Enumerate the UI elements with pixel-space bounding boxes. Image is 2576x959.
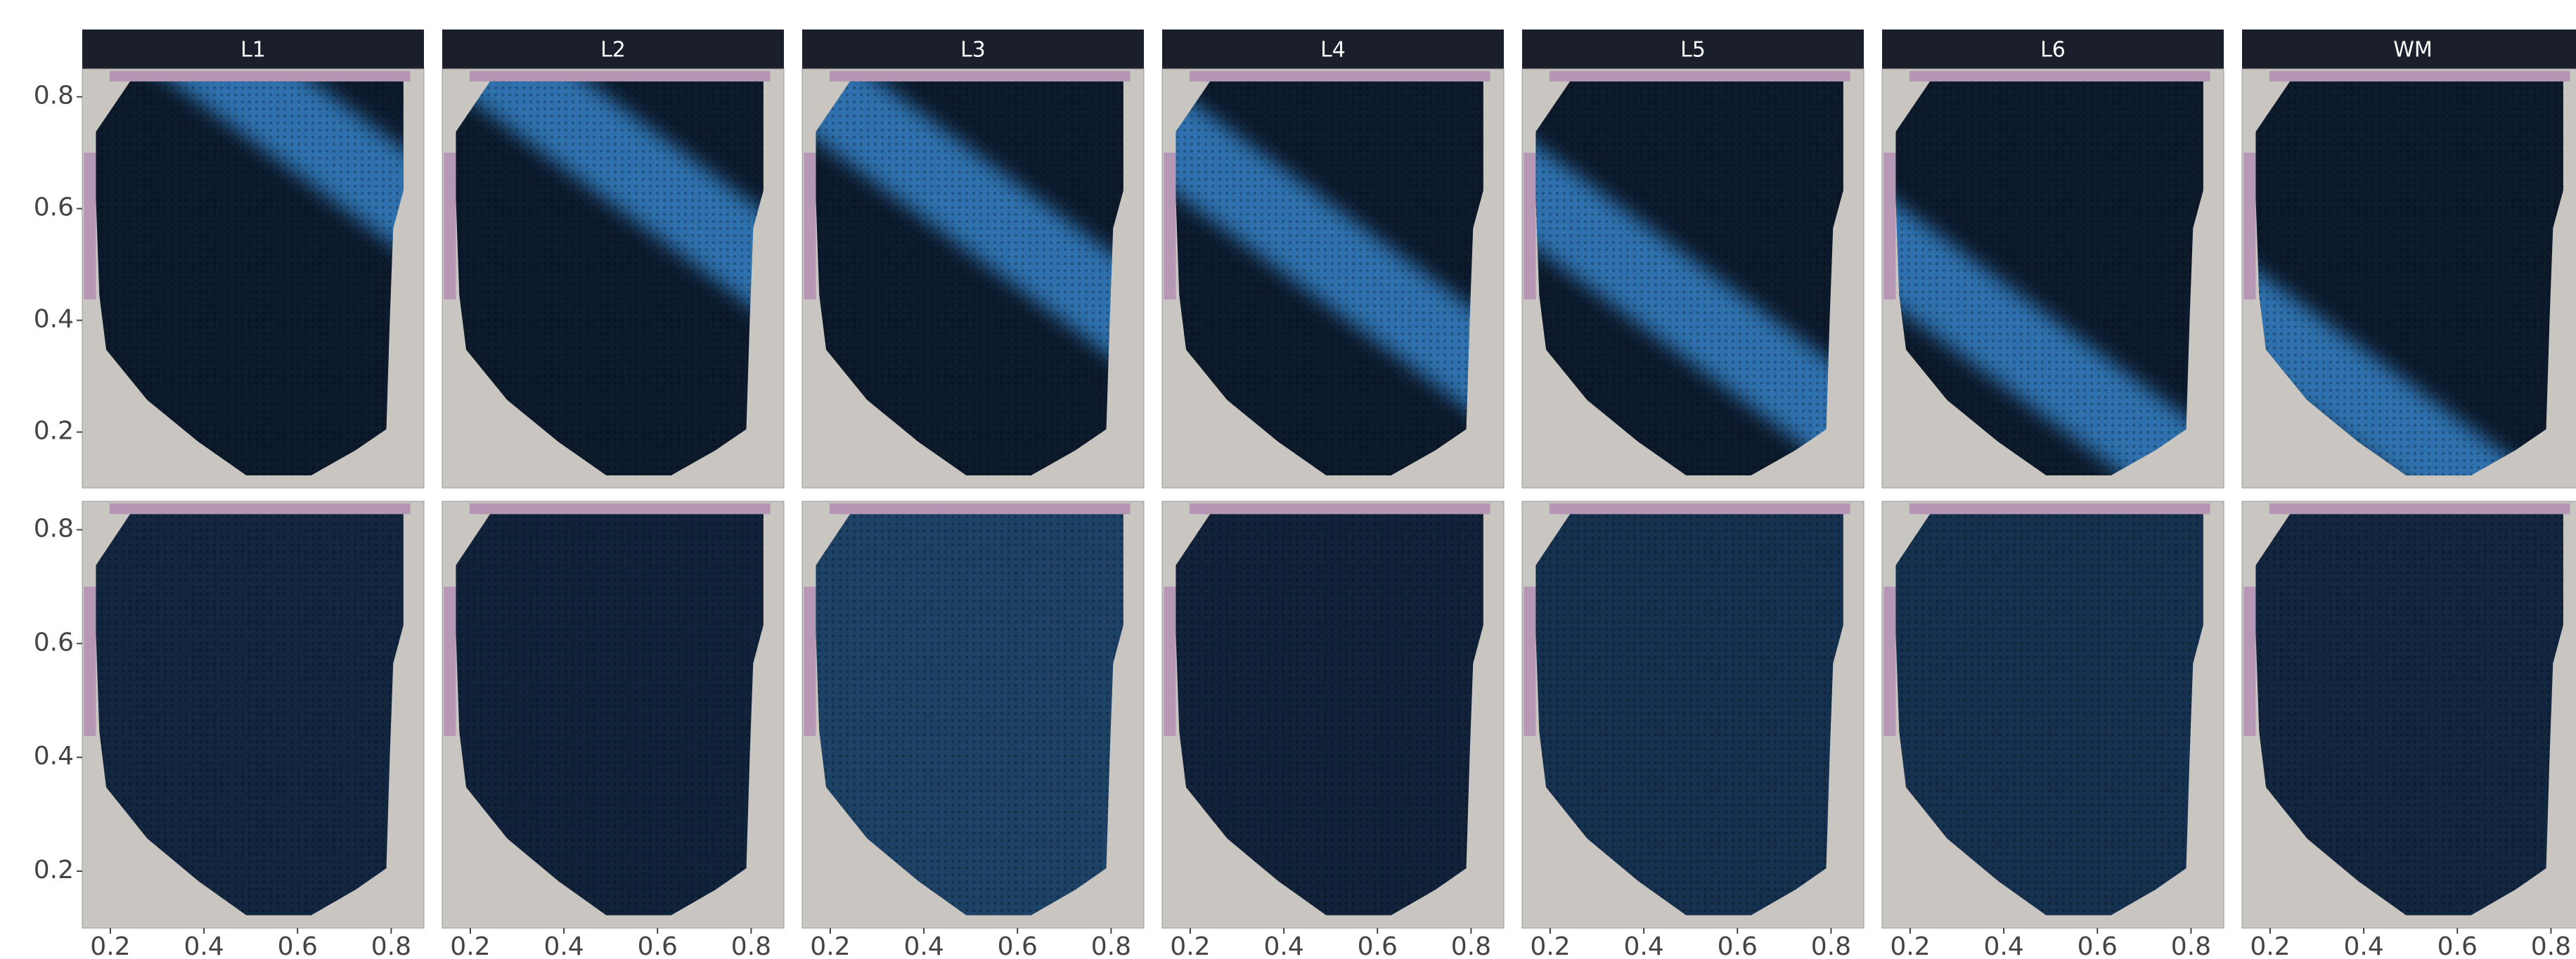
x-tick-label: 0.2: [90, 932, 130, 959]
x-tick-label: 0.8: [1811, 932, 1851, 959]
tissue-edge: [1883, 153, 1895, 300]
panel: [442, 501, 784, 928]
facet-label: L5: [1680, 38, 1706, 63]
tissue-edge: [110, 503, 411, 514]
panel: [768, 52, 1178, 488]
tissue-edge: [804, 153, 816, 300]
tissue-edge: [2269, 503, 2570, 514]
tissue-edge: [470, 71, 771, 82]
x-tick-label: 0.6: [2437, 932, 2478, 959]
tissue-edge: [830, 71, 1131, 82]
tissue-edge: [1190, 503, 1490, 514]
tissue-edge: [2243, 586, 2255, 735]
tissue-edge: [2243, 153, 2255, 300]
panel: [1522, 501, 1864, 928]
x-tick-label: 0.8: [731, 932, 771, 959]
tissue-edge: [1524, 153, 1535, 300]
tissue-edge: [1164, 153, 1176, 300]
panel: [1162, 501, 1504, 928]
facet-label: L3: [960, 38, 986, 63]
x-tick-label: 0.6: [1358, 932, 1398, 959]
x-tick-label: 0.4: [1623, 932, 1663, 959]
x-tick-label: 0.8: [1091, 932, 1131, 959]
x-tick-label: 0.6: [1718, 932, 1758, 959]
y-tick-label: 0.6: [34, 193, 74, 222]
x-tick-label: 0.4: [183, 932, 224, 959]
x-tick-label: 0.8: [1451, 932, 1491, 959]
x-tick-label: 0.4: [903, 932, 944, 959]
panel: [1882, 501, 2224, 928]
x-tick-label: 0.4: [543, 932, 584, 959]
tissue-edge: [804, 586, 816, 735]
tissue-edge: [84, 586, 96, 735]
x-tick-label: 0.4: [1983, 932, 2023, 959]
y-tick-label: 0.8: [34, 514, 74, 543]
facet-label: L1: [240, 38, 266, 63]
x-tick-label: 0.6: [2078, 932, 2118, 959]
tissue-edge: [470, 503, 771, 514]
x-tick-label: 0.8: [371, 932, 411, 959]
facet-label: WM: [2393, 38, 2433, 63]
panel: [1128, 69, 1538, 488]
tissue-edge: [1910, 503, 2210, 514]
chart: L1 0.2 0.4 0.6 0.8 L2 0.2 0.4 0.6 0.8 L3 0.2 0.4 0.6 0…: [0, 0, 2576, 959]
y-tick-label: 0.4: [34, 742, 74, 771]
y-tick-label: 0.2: [34, 417, 74, 446]
x-tick-label: 0.8: [2531, 932, 2571, 959]
tissue-edge: [84, 153, 96, 300]
x-tick-label: 0.2: [1890, 932, 1930, 959]
panel: [48, 0, 458, 488]
panel: [82, 501, 424, 928]
x-tick-label: 0.6: [278, 932, 318, 959]
panel: [2242, 501, 2576, 928]
tissue-edge: [1190, 71, 1490, 82]
tissue-edge: [1550, 71, 1850, 82]
x-tick-label: 0.2: [1530, 932, 1570, 959]
tissue-edge: [444, 153, 456, 300]
panel: [1488, 69, 1898, 488]
panel: [802, 501, 1144, 928]
tissue-edge: [1550, 503, 1850, 514]
tissue-edge: [1910, 71, 2210, 82]
x-tick-label: 0.8: [2171, 932, 2211, 959]
x-tick-label: 0.2: [810, 932, 850, 959]
x-tick-label: 0.6: [638, 932, 678, 959]
x-tick-label: 0.6: [998, 932, 1038, 959]
facet-label: L4: [1320, 38, 1346, 63]
y-tick-label: 0.4: [34, 305, 74, 334]
panel: [408, 2, 818, 488]
x-tick-label: 0.2: [2250, 932, 2290, 959]
tissue-edge: [2269, 71, 2570, 82]
tissue-edge: [110, 71, 411, 82]
y-tick-label: 0.6: [34, 628, 74, 657]
tissue-edge: [1164, 586, 1176, 735]
facet-label: L2: [600, 38, 626, 63]
y-tick-label: 0.2: [34, 856, 74, 884]
panel: [1848, 69, 2258, 522]
tissue-edge: [444, 586, 456, 735]
x-tick-label: 0.4: [1263, 932, 1303, 959]
tissue-edge: [1524, 586, 1535, 735]
tissue-edge: [1883, 586, 1895, 735]
facet-label: L6: [2040, 38, 2066, 63]
x-tick-label: 0.2: [450, 932, 490, 959]
x-tick-label: 0.4: [2343, 932, 2383, 959]
x-tick-label: 0.2: [1170, 932, 1210, 959]
tissue-edge: [830, 503, 1131, 514]
y-tick-label: 0.8: [34, 82, 74, 110]
